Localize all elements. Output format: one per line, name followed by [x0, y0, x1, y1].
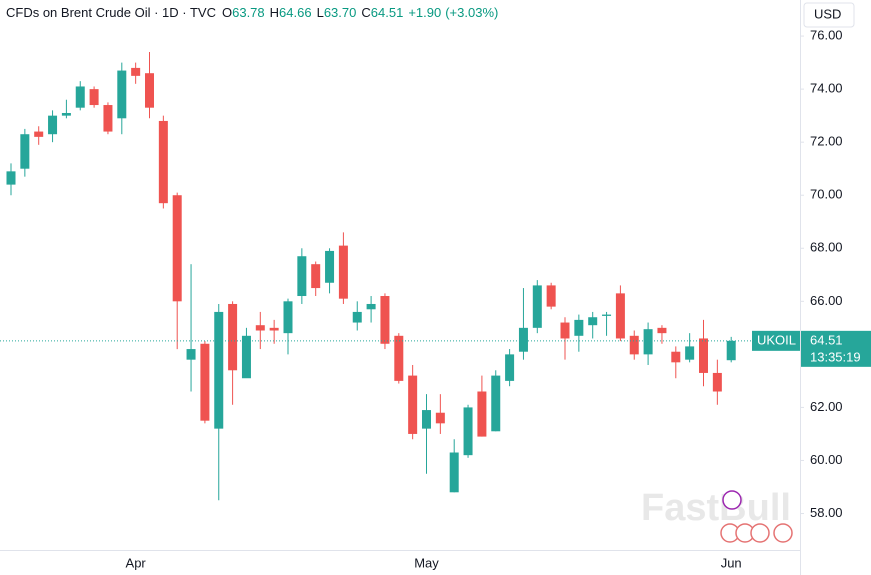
change: +1.90	[408, 5, 441, 20]
ohlc-value: 63.70	[324, 5, 357, 20]
ohlc-value: 63.78	[232, 5, 265, 20]
ohlc-prefix: O	[222, 5, 232, 20]
candle-body	[6, 171, 16, 185]
candle-body	[338, 245, 348, 299]
currency: USD	[814, 6, 841, 21]
candle-body	[172, 195, 182, 302]
candle-body	[241, 335, 251, 379]
y-tick-label: 60.00	[810, 452, 843, 467]
candle-body	[283, 301, 293, 334]
candle-body	[311, 264, 321, 289]
candle-body	[103, 105, 113, 132]
candle-body	[366, 303, 376, 310]
ohlc-prefix: C	[361, 5, 370, 20]
candle-body	[588, 317, 598, 326]
candle-body	[20, 134, 30, 169]
candle-body	[325, 250, 335, 283]
candle-body	[657, 327, 667, 334]
x-tick-label: May	[414, 555, 439, 570]
candle-body	[269, 327, 279, 331]
candle-body	[463, 407, 473, 456]
candle-body	[394, 335, 404, 381]
candle-body	[532, 285, 542, 328]
candle-body	[61, 112, 71, 116]
y-tick-label: 66.00	[810, 293, 843, 308]
candle-body	[477, 391, 487, 437]
y-tick-label: 62.00	[810, 399, 843, 414]
candle-body	[352, 311, 362, 323]
candle-body	[34, 131, 44, 137]
event-icon[interactable]	[773, 523, 793, 543]
candle-body	[408, 375, 418, 434]
event-icon[interactable]	[722, 490, 742, 510]
candle-body	[685, 346, 695, 360]
y-tick-label: 74.00	[810, 81, 843, 96]
candle-body	[712, 372, 722, 392]
candle-body	[255, 325, 265, 331]
plot	[6, 51, 736, 501]
candle-body	[297, 256, 307, 297]
last-price: 64.51	[810, 332, 843, 347]
candle-body	[560, 322, 570, 339]
candle-body	[699, 338, 708, 373]
candle-body	[228, 303, 238, 371]
change-pct: (+3.03%)	[445, 5, 498, 20]
candle-body	[449, 452, 459, 493]
candle-body	[158, 120, 168, 204]
candle-body	[491, 375, 501, 432]
candle-body	[214, 311, 224, 429]
candle-body	[671, 351, 681, 363]
candle-body	[186, 349, 196, 360]
price-box	[801, 330, 871, 367]
header-title: CFDs on Brent Crude Oil · 1D · TVC	[6, 5, 216, 20]
y-tick-label: 72.00	[810, 134, 843, 149]
candle-body	[602, 314, 612, 316]
currency-box[interactable]	[803, 2, 855, 28]
event-icons	[720, 490, 793, 543]
candle-body	[615, 293, 625, 339]
event-icon[interactable]	[750, 523, 770, 543]
candle-body	[422, 410, 431, 429]
y-tick-label: 68.00	[810, 240, 843, 255]
candle-body	[726, 340, 736, 361]
y-tick-label: 58.00	[810, 505, 843, 520]
candle-body	[574, 319, 584, 336]
watermark: FastBull	[641, 487, 791, 529]
candle-body	[380, 296, 390, 344]
candle-body	[546, 285, 556, 307]
ohlc-prefix: L	[317, 5, 324, 20]
candle-body	[48, 115, 58, 135]
ohlc-value: 64.51	[371, 5, 404, 20]
candle-body	[75, 86, 85, 108]
candle-body	[145, 73, 154, 108]
candle-body	[131, 67, 141, 76]
candle-body	[200, 343, 210, 421]
ohlc-value: 64.66	[279, 5, 312, 20]
countdown: 13:35:19	[810, 349, 861, 364]
candle-body	[117, 70, 127, 119]
ohlc-prefix: H	[270, 5, 279, 20]
symbol: UKOIL	[757, 332, 796, 347]
x-tick-label: Jun	[721, 555, 742, 570]
y-tick-label: 70.00	[810, 187, 843, 202]
candle-body	[643, 329, 653, 355]
candle-body	[629, 335, 639, 355]
header: CFDs on Brent Crude Oil · 1D · TVC O63.78…	[6, 5, 498, 20]
candle-body	[89, 89, 99, 106]
x-tick-label: Apr	[126, 555, 147, 570]
symbol-box	[752, 330, 800, 351]
candle-body	[518, 327, 528, 352]
y-tick-label: 76.00	[810, 28, 843, 43]
candle-body	[435, 412, 445, 424]
candle-body	[505, 354, 515, 381]
header-bg	[0, 0, 800, 28]
